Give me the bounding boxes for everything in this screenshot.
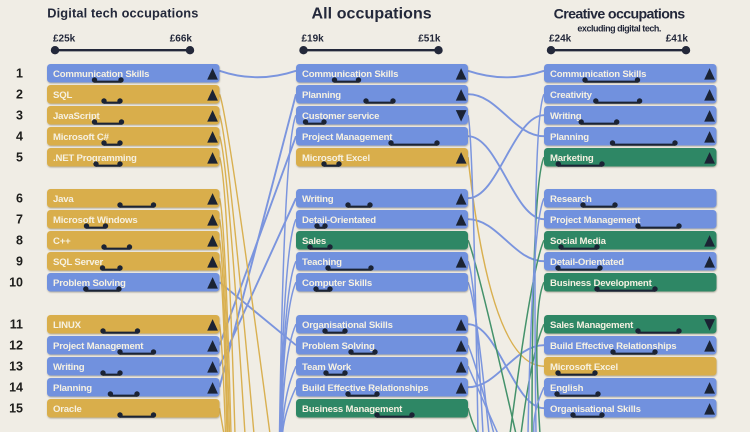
svg-text:Communication Skills: Communication Skills [302, 69, 398, 80]
svg-text:14: 14 [9, 381, 23, 395]
svg-text:Writing: Writing [53, 362, 85, 373]
svg-text:Planning: Planning [302, 90, 341, 101]
svg-text:Communication Skills: Communication Skills [550, 69, 646, 80]
svg-text:Detail-Orientated: Detail-Orientated [550, 257, 624, 268]
svg-text:All occupations: All occupations [312, 6, 432, 23]
svg-text:Communication Skills: Communication Skills [53, 69, 149, 80]
svg-text:Oracle: Oracle [53, 404, 82, 415]
svg-text:Planning: Planning [53, 383, 92, 394]
svg-text:C++: C++ [53, 236, 71, 247]
svg-text:Organisational Skills: Organisational Skills [302, 320, 393, 331]
svg-text:9: 9 [16, 255, 23, 269]
svg-text:Creative occupations: Creative occupations [554, 6, 686, 22]
svg-text:Microsoft Excel: Microsoft Excel [550, 362, 618, 373]
svg-text:LINUX: LINUX [53, 320, 82, 331]
svg-text:5: 5 [16, 151, 23, 165]
svg-text:Writing: Writing [550, 111, 582, 122]
svg-text:SQL: SQL [53, 90, 72, 101]
svg-text:Customer service: Customer service [302, 111, 379, 122]
svg-text:2: 2 [16, 88, 23, 102]
svg-text:12: 12 [9, 339, 23, 353]
svg-text:Microsoft C#: Microsoft C# [53, 132, 110, 143]
svg-text:Business Management: Business Management [302, 404, 403, 415]
svg-text:10: 10 [9, 276, 23, 290]
svg-text:13: 13 [9, 360, 23, 374]
svg-text:Project Management: Project Management [53, 341, 144, 352]
svg-text:£24k: £24k [549, 34, 572, 45]
svg-text:Microsoft Excel: Microsoft Excel [302, 153, 370, 164]
svg-text:SQL Server: SQL Server [53, 257, 104, 268]
svg-text:Creativity: Creativity [550, 90, 593, 101]
svg-text:Marketing: Marketing [550, 153, 594, 164]
svg-text:Project Management: Project Management [550, 215, 641, 226]
svg-text:6: 6 [16, 192, 23, 206]
svg-text:JavaScript: JavaScript [53, 111, 101, 122]
svg-text:Planning: Planning [550, 132, 589, 143]
svg-text:Organisational Skills: Organisational Skills [550, 404, 641, 415]
svg-text:Writing: Writing [302, 194, 334, 205]
svg-text:£51k: £51k [418, 34, 441, 45]
svg-text:Digital tech occupations: Digital tech occupations [47, 6, 198, 21]
svg-text:Java: Java [53, 194, 74, 205]
svg-text:Detail-Orientated: Detail-Orientated [302, 215, 376, 226]
svg-text:3: 3 [16, 109, 23, 123]
svg-text:excluding digital tech.: excluding digital tech. [577, 24, 661, 34]
svg-text:11: 11 [10, 318, 23, 332]
svg-text:8: 8 [16, 234, 23, 248]
svg-text:Sales Management: Sales Management [550, 320, 634, 331]
svg-text:4: 4 [16, 130, 23, 144]
svg-text:Build Effective Relationships: Build Effective Relationships [550, 341, 676, 352]
svg-text:£66k: £66k [170, 34, 193, 45]
svg-text:Microsoft Windows: Microsoft Windows [53, 215, 137, 226]
svg-text:Project Management: Project Management [302, 132, 393, 143]
svg-text:Social Media: Social Media [550, 236, 607, 247]
svg-text:Research: Research [550, 194, 592, 205]
svg-text:Business Development: Business Development [550, 278, 653, 289]
svg-text:Teaching: Teaching [302, 257, 342, 268]
svg-text:Sales: Sales [302, 236, 326, 247]
svg-text:Problem Solving: Problem Solving [53, 278, 126, 289]
svg-text:.NET Programming: .NET Programming [53, 153, 137, 164]
svg-text:Team Work: Team Work [302, 362, 352, 373]
svg-text:15: 15 [9, 402, 23, 416]
svg-text:Problem Solving: Problem Solving [302, 341, 375, 352]
svg-text:£25k: £25k [53, 34, 76, 45]
svg-text:1: 1 [16, 67, 23, 81]
svg-text:£19k: £19k [302, 34, 325, 45]
svg-text:£41k: £41k [666, 34, 689, 45]
svg-text:Build Effective Relationships: Build Effective Relationships [302, 383, 428, 394]
svg-text:7: 7 [16, 213, 23, 227]
svg-text:Computer Skills: Computer Skills [302, 278, 372, 289]
svg-text:English: English [550, 383, 584, 394]
